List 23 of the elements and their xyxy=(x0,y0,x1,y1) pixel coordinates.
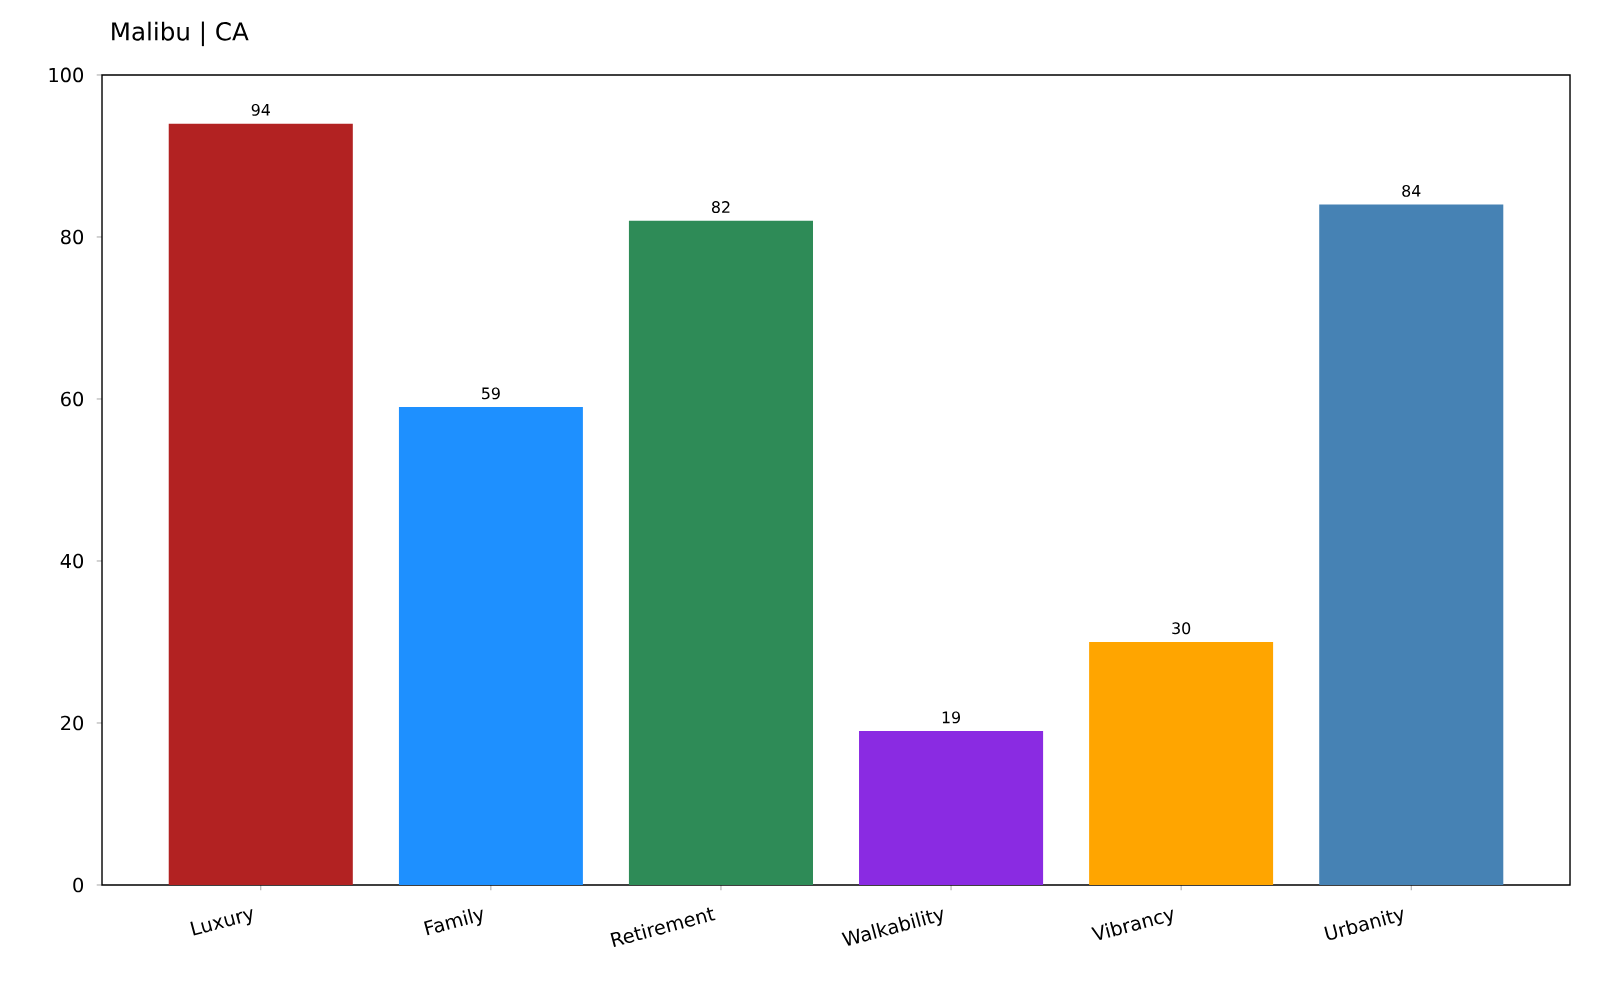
y-tick-label: 60 xyxy=(61,391,84,407)
y-tick-label: 100 xyxy=(49,67,84,83)
x-tick-label: Family xyxy=(423,908,483,936)
x-tick-label: Vibrancy xyxy=(1091,909,1173,941)
bar xyxy=(398,407,583,885)
bar xyxy=(859,731,1044,885)
data-label: 30 xyxy=(1172,622,1191,635)
y-tick-label: 20 xyxy=(61,715,84,731)
bar xyxy=(168,123,353,885)
chart-title: Malibu | CA xyxy=(112,21,249,47)
data-label: 19 xyxy=(942,711,960,724)
y-tick-label: 80 xyxy=(61,229,84,245)
y-tick-label: 0 xyxy=(73,877,84,893)
data-label: 94 xyxy=(251,103,270,116)
data-label: 84 xyxy=(1402,184,1421,197)
data-label: 59 xyxy=(482,387,500,400)
y-tick-label: 40 xyxy=(60,553,84,569)
bar xyxy=(628,220,814,885)
x-tick-label: Luxury xyxy=(190,909,253,936)
bar xyxy=(1319,204,1504,885)
data-label: 82 xyxy=(711,201,730,214)
bar xyxy=(1089,641,1274,885)
x-tick-label: Urbanity xyxy=(1324,909,1403,940)
